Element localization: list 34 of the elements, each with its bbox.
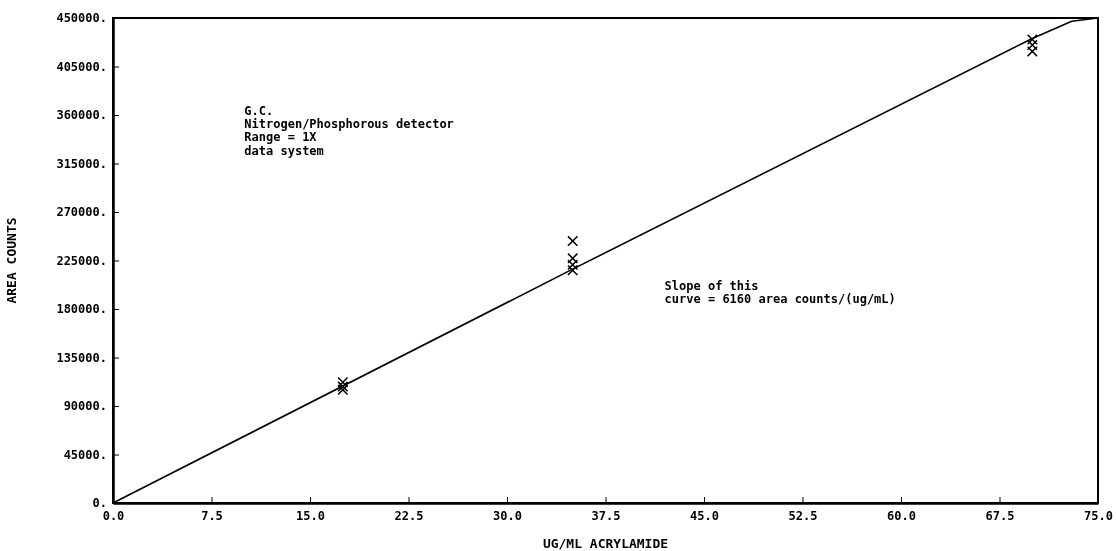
x-tick-label: 30.0 xyxy=(493,508,522,523)
x-tick-label: 52.5 xyxy=(788,508,818,523)
y-tick-label: 360000. xyxy=(56,108,107,123)
x-tick-label: 15.0 xyxy=(296,508,325,523)
x-tick-label: 45.0 xyxy=(690,508,719,523)
point xyxy=(567,259,579,271)
point xyxy=(1026,34,1038,46)
point xyxy=(1026,39,1038,51)
y-tick-label: 0. xyxy=(92,496,107,511)
x-tick-label: 37.5 xyxy=(591,508,621,523)
x-tick-label: 22.5 xyxy=(394,508,424,523)
y-tick-label: 45000. xyxy=(63,447,107,462)
point xyxy=(567,235,579,247)
y-tick-label: 90000. xyxy=(63,399,107,414)
x-tick-label: 0.0 xyxy=(102,508,125,523)
y-tick-label: 135000. xyxy=(56,350,107,365)
x-axis-title: UG/ML ACRYLAMIDE xyxy=(542,536,669,551)
annotation: G.C. Nitrogen/Phosphorous detector Range = 1X data system xyxy=(244,104,454,158)
point xyxy=(567,252,579,264)
point xyxy=(337,376,349,388)
x-tick-label: 7.5 xyxy=(201,508,223,523)
y-tick-label: 270000. xyxy=(56,205,107,220)
point xyxy=(567,264,579,276)
point xyxy=(1026,45,1038,57)
x-tick-label: 75.0 xyxy=(1084,508,1113,523)
y-tick-label: 180000. xyxy=(56,302,107,317)
y-axis-title: AREA COUNTS xyxy=(4,217,19,304)
annotation: Slope of this curve = 6160 area counts/(ug/mL) xyxy=(664,278,896,306)
x-tick-label: 60.0 xyxy=(887,508,916,523)
y-tick-label: 225000. xyxy=(56,253,107,268)
y-tick-label: 405000. xyxy=(56,59,107,74)
y-tick-label: 315000. xyxy=(56,156,107,171)
y-tick-label: 450000. xyxy=(56,11,107,26)
x-tick-label: 67.5 xyxy=(985,508,1015,523)
